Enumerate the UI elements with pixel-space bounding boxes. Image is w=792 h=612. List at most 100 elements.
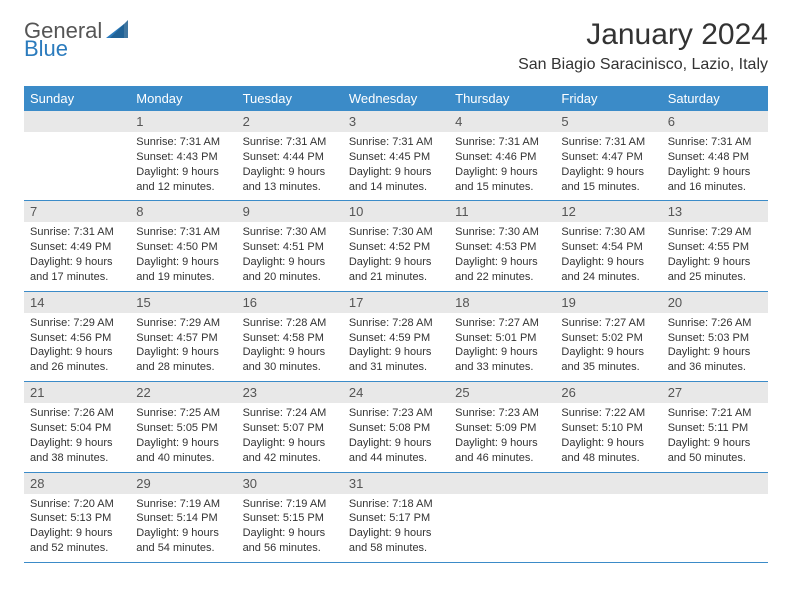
day-number: 27 — [662, 382, 768, 403]
day-data: Sunrise: 7:28 AMSunset: 4:58 PMDaylight:… — [237, 313, 343, 381]
daylight-text: Daylight: 9 hours and 30 minutes. — [243, 345, 337, 375]
weekday-header: Sunday — [24, 86, 130, 111]
calendar-cell: 30Sunrise: 7:19 AMSunset: 5:15 PMDayligh… — [237, 472, 343, 562]
calendar-cell: 9Sunrise: 7:30 AMSunset: 4:51 PMDaylight… — [237, 201, 343, 291]
day-data: Sunrise: 7:31 AMSunset: 4:46 PMDaylight:… — [449, 132, 555, 200]
day-data: Sunrise: 7:30 AMSunset: 4:52 PMDaylight:… — [343, 222, 449, 290]
day-data: Sunrise: 7:27 AMSunset: 5:02 PMDaylight:… — [555, 313, 661, 381]
day-number: 20 — [662, 292, 768, 313]
day-data: Sunrise: 7:21 AMSunset: 5:11 PMDaylight:… — [662, 403, 768, 471]
sunrise-text: Sunrise: 7:24 AM — [243, 406, 337, 421]
page-header: General January 2024 San Biagio Saracini… — [24, 18, 768, 74]
day-number: 24 — [343, 382, 449, 403]
day-number: 3 — [343, 111, 449, 132]
sunset-text: Sunset: 4:50 PM — [136, 240, 230, 255]
calendar-cell: 8Sunrise: 7:31 AMSunset: 4:50 PMDaylight… — [130, 201, 236, 291]
sunrise-text: Sunrise: 7:31 AM — [561, 135, 655, 150]
calendar-cell: 20Sunrise: 7:26 AMSunset: 5:03 PMDayligh… — [662, 291, 768, 381]
brand-part2: Blue — [24, 36, 68, 62]
sunrise-text: Sunrise: 7:29 AM — [30, 316, 124, 331]
sunrise-text: Sunrise: 7:19 AM — [136, 497, 230, 512]
sunset-text: Sunset: 5:10 PM — [561, 421, 655, 436]
daylight-text: Daylight: 9 hours and 19 minutes. — [136, 255, 230, 285]
day-number: 13 — [662, 201, 768, 222]
sunrise-text: Sunrise: 7:26 AM — [668, 316, 762, 331]
calendar-cell: 11 Sunrise: 7:30 AMSunset: 4:53 PMDayligh… — [449, 201, 555, 291]
calendar-cell: 19Sunrise: 7:27 AMSunset: 5:02 PMDayligh… — [555, 291, 661, 381]
sunset-text: Sunset: 5:02 PM — [561, 331, 655, 346]
day-data: Sunrise: 7:26 AMSunset: 5:04 PMDaylight:… — [24, 403, 130, 471]
day-data: Sunrise: 7:24 AMSunset: 5:07 PMDaylight:… — [237, 403, 343, 471]
day-data: Sunrise: 7:30 AMSunset: 4:51 PMDaylight:… — [237, 222, 343, 290]
weekday-header: Wednesday — [343, 86, 449, 111]
daylight-text: Daylight: 9 hours and 35 minutes. — [561, 345, 655, 375]
sunrise-text: Sunrise: 7:30 AM — [243, 225, 337, 240]
sunrise-text: Sunrise: 7:31 AM — [136, 135, 230, 150]
sunset-text: Sunset: 4:47 PM — [561, 150, 655, 165]
day-data: Sunrise: 7:23 AMSunset: 5:08 PMDaylight:… — [343, 403, 449, 471]
location-text: San Biagio Saracinisco, Lazio, Italy — [518, 56, 768, 74]
day-data: Sunrise: 7:31 AMSunset: 4:44 PMDaylight:… — [237, 132, 343, 200]
daylight-text: Daylight: 9 hours and 22 minutes. — [455, 255, 549, 285]
sunrise-text: Sunrise: 7:31 AM — [668, 135, 762, 150]
calendar-cell: 22Sunrise: 7:25 AMSunset: 5:05 PMDayligh… — [130, 382, 236, 472]
daylight-text: Daylight: 9 hours and 31 minutes. — [349, 345, 443, 375]
sunrise-text: Sunrise: 7:23 AM — [349, 406, 443, 421]
daylight-text: Daylight: 9 hours and 50 minutes. — [668, 436, 762, 466]
day-data: Sunrise: 7:31 AMSunset: 4:45 PMDaylight:… — [343, 132, 449, 200]
day-number: 16 — [237, 292, 343, 313]
sunrise-text: Sunrise: 7:28 AM — [243, 316, 337, 331]
calendar-cell: 6Sunrise: 7:31 AMSunset: 4:48 PMDaylight… — [662, 111, 768, 201]
day-number: 9 — [237, 201, 343, 222]
day-number: 5 — [555, 111, 661, 132]
day-data: Sunrise: 7:19 AMSunset: 5:14 PMDaylight:… — [130, 494, 236, 562]
day-data — [555, 494, 661, 546]
calendar-cell — [662, 472, 768, 562]
sunrise-text: Sunrise: 7:31 AM — [455, 135, 549, 150]
sunset-text: Sunset: 4:49 PM — [30, 240, 124, 255]
daylight-text: Daylight: 9 hours and 48 minutes. — [561, 436, 655, 466]
day-data: Sunrise: 7:29 AMSunset: 4:57 PMDaylight:… — [130, 313, 236, 381]
sunset-text: Sunset: 4:44 PM — [243, 150, 337, 165]
daylight-text: Daylight: 9 hours and 12 minutes. — [136, 165, 230, 195]
day-data: Sunrise: 7:31 AMSunset: 4:47 PMDaylight:… — [555, 132, 661, 200]
calendar-cell: 18Sunrise: 7:27 AMSunset: 5:01 PMDayligh… — [449, 291, 555, 381]
day-data: Sunrise: 7:23 AMSunset: 5:09 PMDaylight:… — [449, 403, 555, 471]
title-block: January 2024 San Biagio Saracinisco, Laz… — [518, 18, 768, 74]
month-title: January 2024 — [518, 18, 768, 52]
sunrise-text: Sunrise: 7:30 AM — [455, 225, 549, 240]
day-number: 15 — [130, 292, 236, 313]
day-number: 11 — [449, 201, 555, 222]
day-number: 7 — [24, 201, 130, 222]
day-data: Sunrise: 7:18 AMSunset: 5:17 PMDaylight:… — [343, 494, 449, 562]
sunset-text: Sunset: 4:43 PM — [136, 150, 230, 165]
sunrise-text: Sunrise: 7:18 AM — [349, 497, 443, 512]
day-data: Sunrise: 7:29 AMSunset: 4:56 PMDaylight:… — [24, 313, 130, 381]
day-number — [24, 111, 130, 132]
sunset-text: Sunset: 4:53 PM — [455, 240, 549, 255]
sunset-text: Sunset: 5:11 PM — [668, 421, 762, 436]
day-number: 19 — [555, 292, 661, 313]
day-data: Sunrise: 7:28 AMSunset: 4:59 PMDaylight:… — [343, 313, 449, 381]
day-data: Sunrise: 7:29 AMSunset: 4:55 PMDaylight:… — [662, 222, 768, 290]
calendar-cell: 25Sunrise: 7:23 AMSunset: 5:09 PMDayligh… — [449, 382, 555, 472]
sunrise-text: Sunrise: 7:27 AM — [561, 316, 655, 331]
calendar-cell: 2Sunrise: 7:31 AMSunset: 4:44 PMDaylight… — [237, 111, 343, 201]
daylight-text: Daylight: 9 hours and 24 minutes. — [561, 255, 655, 285]
calendar-cell: 23Sunrise: 7:24 AMSunset: 5:07 PMDayligh… — [237, 382, 343, 472]
sunset-text: Sunset: 5:07 PM — [243, 421, 337, 436]
day-data: Sunrise: 7:20 AMSunset: 5:13 PMDaylight:… — [24, 494, 130, 562]
sunset-text: Sunset: 5:15 PM — [243, 511, 337, 526]
sunset-text: Sunset: 5:17 PM — [349, 511, 443, 526]
calendar-cell — [449, 472, 555, 562]
sunrise-text: Sunrise: 7:25 AM — [136, 406, 230, 421]
calendar-cell — [555, 472, 661, 562]
calendar-row: 1Sunrise: 7:31 AMSunset: 4:43 PMDaylight… — [24, 111, 768, 201]
daylight-text: Daylight: 9 hours and 20 minutes. — [243, 255, 337, 285]
sunset-text: Sunset: 4:45 PM — [349, 150, 443, 165]
calendar-cell: 13Sunrise: 7:29 AMSunset: 4:55 PMDayligh… — [662, 201, 768, 291]
calendar-cell: 1Sunrise: 7:31 AMSunset: 4:43 PMDaylight… — [130, 111, 236, 201]
day-number — [555, 473, 661, 494]
day-number — [449, 473, 555, 494]
calendar-cell: 14Sunrise: 7:29 AMSunset: 4:56 PMDayligh… — [24, 291, 130, 381]
